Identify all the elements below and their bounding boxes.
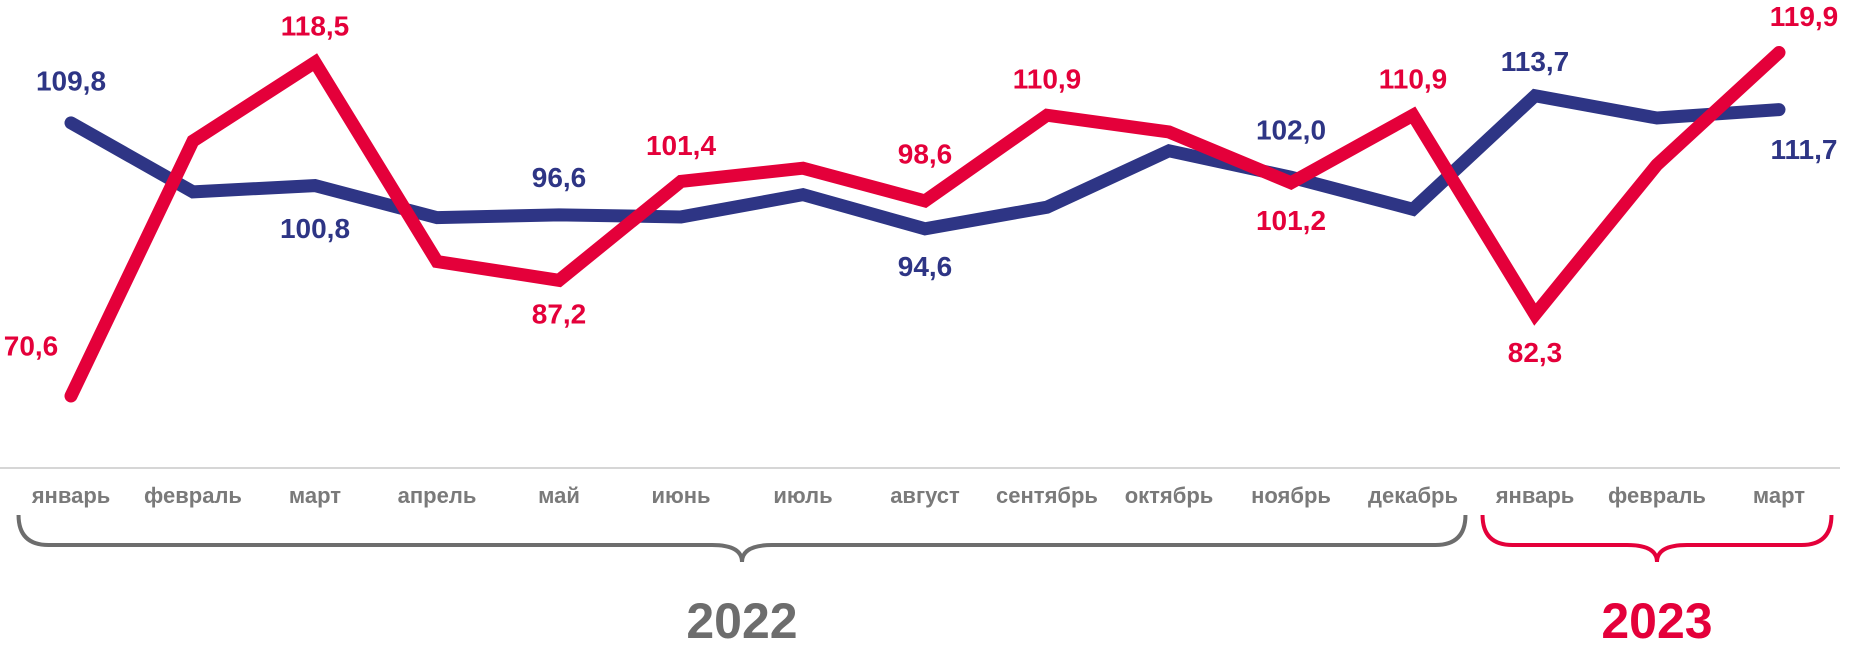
group-brace xyxy=(1480,514,1834,563)
data-label: 98,6 xyxy=(898,138,953,169)
data-label: 110,9 xyxy=(1379,64,1448,95)
group-label: 2023 xyxy=(1601,593,1712,647)
x-tick-label: ноябрь xyxy=(1251,483,1331,508)
x-tick-label: март xyxy=(289,483,341,508)
group-label: 2022 xyxy=(686,593,797,647)
x-tick-label: декабрь xyxy=(1368,483,1458,508)
x-tick-label: февраль xyxy=(1608,483,1706,508)
x-tick-label: январь xyxy=(1495,483,1575,508)
data-line xyxy=(64,46,1786,403)
data-label: 87,2 xyxy=(532,299,587,330)
x-tick-label: октябрь xyxy=(1125,483,1214,508)
data-label: 101,4 xyxy=(646,130,716,161)
data-label: 70,6 xyxy=(4,330,59,361)
data-label: 82,3 xyxy=(1508,337,1563,368)
x-tick-label: февраль xyxy=(144,483,242,508)
x-tick-label: май xyxy=(538,483,580,508)
x-tick-label: август xyxy=(890,483,960,508)
data-label: 94,6 xyxy=(898,251,953,282)
data-label: 101,2 xyxy=(1256,205,1326,236)
x-tick-label: июль xyxy=(773,483,832,508)
data-label: 118,5 xyxy=(281,11,350,42)
x-tick-label: январь xyxy=(31,483,111,508)
data-label: 96,6 xyxy=(532,162,587,193)
x-tick-label: март xyxy=(1753,483,1805,508)
data-label: 102,0 xyxy=(1256,115,1326,146)
data-line xyxy=(64,88,1786,236)
x-tick-label: июнь xyxy=(651,483,710,508)
data-label: 109,8 xyxy=(36,65,106,96)
group-brace xyxy=(16,514,1468,563)
data-label: 113,7 xyxy=(1501,46,1570,77)
x-tick-label: апрель xyxy=(398,483,477,508)
data-label: 100,8 xyxy=(280,213,350,244)
x-tick-label: сентябрь xyxy=(996,483,1098,508)
data-label: 111,7 xyxy=(1771,134,1838,165)
data-label: 110,9 xyxy=(1013,64,1082,95)
data-label: 119,9 xyxy=(1770,1,1839,32)
